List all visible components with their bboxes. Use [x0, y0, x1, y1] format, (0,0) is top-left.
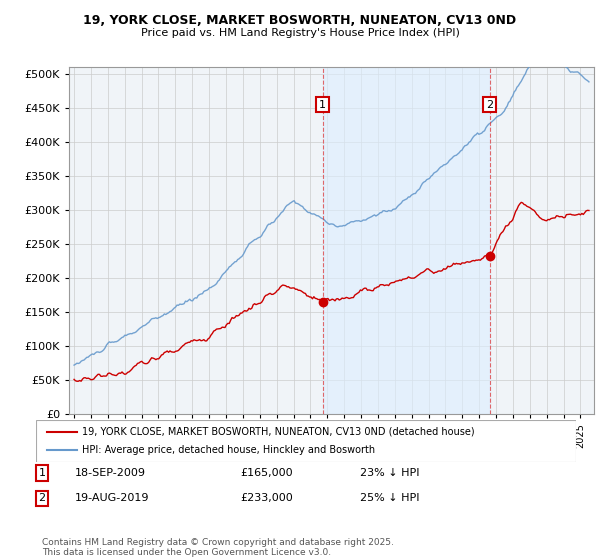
Text: Price paid vs. HM Land Registry's House Price Index (HPI): Price paid vs. HM Land Registry's House …	[140, 28, 460, 38]
Text: HPI: Average price, detached house, Hinckley and Bosworth: HPI: Average price, detached house, Hinc…	[82, 445, 375, 455]
FancyBboxPatch shape	[36, 420, 576, 462]
Text: 1: 1	[38, 468, 46, 478]
Text: £165,000: £165,000	[240, 468, 293, 478]
Text: 2: 2	[486, 100, 493, 110]
Text: 19, YORK CLOSE, MARKET BOSWORTH, NUNEATON, CV13 0ND (detached house): 19, YORK CLOSE, MARKET BOSWORTH, NUNEATO…	[82, 427, 475, 437]
Text: 19-AUG-2019: 19-AUG-2019	[75, 493, 149, 503]
Text: 18-SEP-2009: 18-SEP-2009	[75, 468, 146, 478]
Text: 2: 2	[38, 493, 46, 503]
Text: 1: 1	[319, 100, 326, 110]
Text: Contains HM Land Registry data © Crown copyright and database right 2025.
This d: Contains HM Land Registry data © Crown c…	[42, 538, 394, 557]
Text: 23% ↓ HPI: 23% ↓ HPI	[360, 468, 419, 478]
Bar	[323, 67, 490, 414]
Text: £233,000: £233,000	[240, 493, 293, 503]
Text: 19, YORK CLOSE, MARKET BOSWORTH, NUNEATON, CV13 0ND: 19, YORK CLOSE, MARKET BOSWORTH, NUNEATO…	[83, 14, 517, 27]
Text: 25% ↓ HPI: 25% ↓ HPI	[360, 493, 419, 503]
